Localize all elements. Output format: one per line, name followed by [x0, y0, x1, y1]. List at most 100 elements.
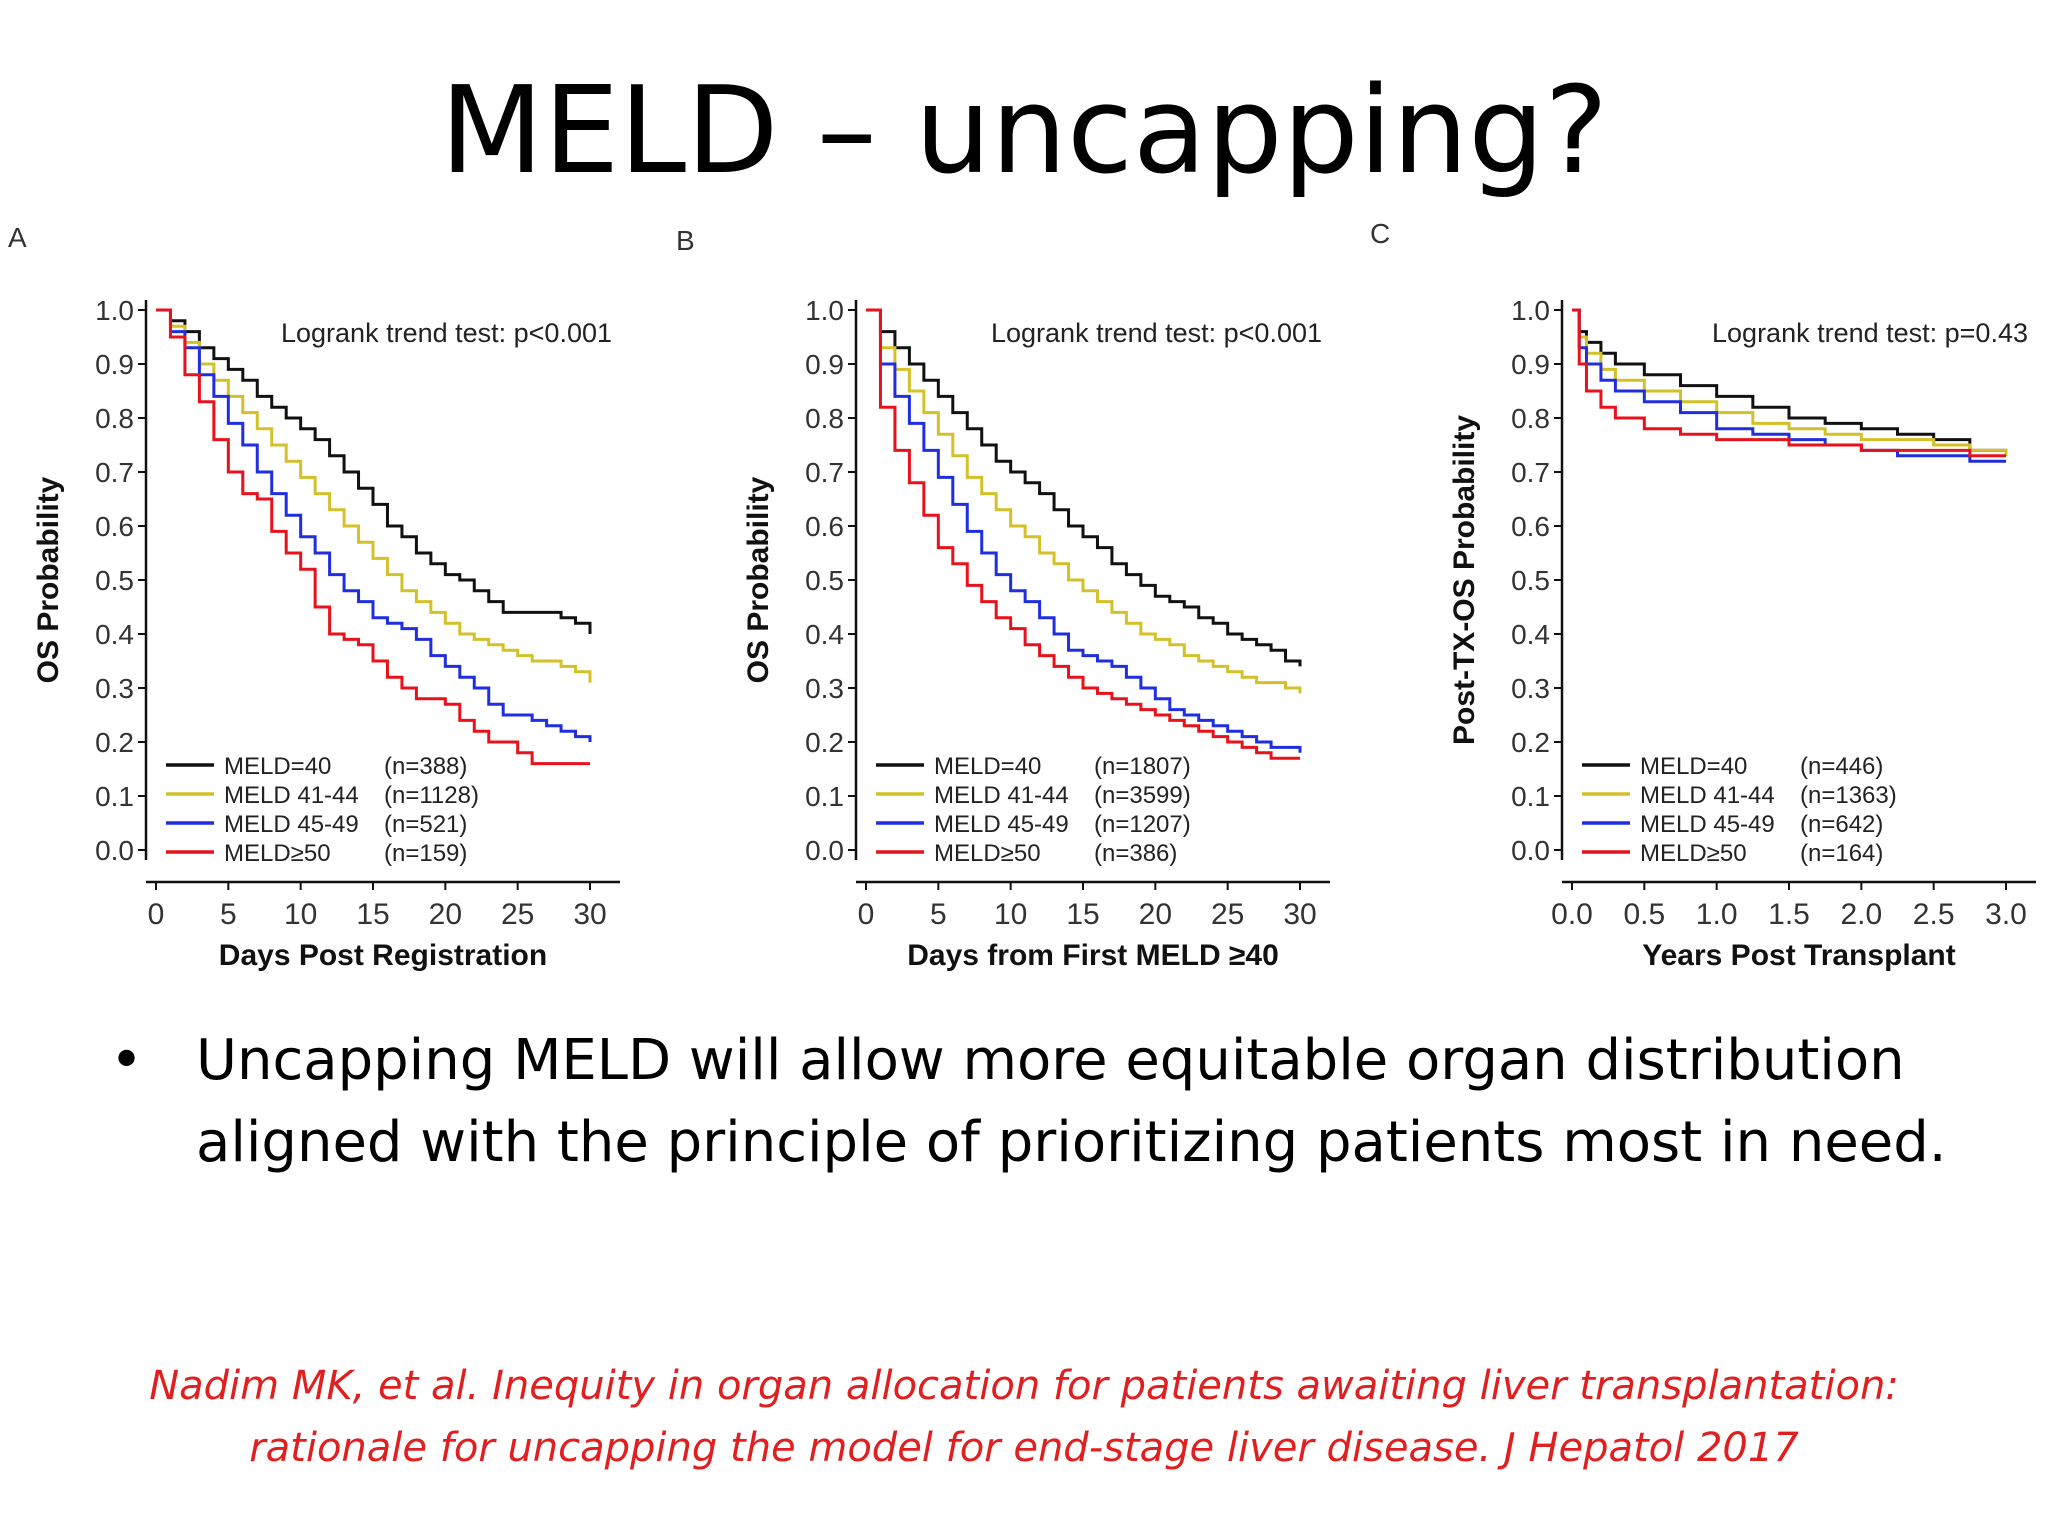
- y-tick-label: 0.9: [95, 349, 134, 380]
- x-axis-label: Days from First MELD ≥40: [907, 939, 1279, 972]
- citation: Nadim MK, et al. Inequity in organ alloc…: [0, 1355, 2048, 1479]
- y-tick-label: 0.2: [805, 727, 844, 758]
- x-tick-label: 15: [1066, 898, 1099, 931]
- y-tick-label: 0.5: [95, 565, 134, 596]
- y-tick-label: 0.3: [805, 673, 844, 704]
- x-tick-label: 1.0: [1696, 898, 1738, 931]
- x-tick-label: 30: [1283, 898, 1316, 931]
- x-tick-label: 10: [284, 898, 317, 931]
- km-curve-meld45_49: [866, 308, 1302, 753]
- x-tick-label: 0.5: [1623, 898, 1665, 931]
- legend-n: (n=642): [1800, 811, 1883, 838]
- km-curve-meld50: [156, 308, 590, 766]
- legend-label: MELD 41-44: [1640, 782, 1775, 809]
- y-tick-label: 0.1: [1511, 781, 1550, 812]
- y-axis-label: Post-TX-OS Probability: [1448, 415, 1481, 745]
- y-tick-label: 1.0: [1511, 295, 1550, 326]
- x-tick-label: 0.0: [1551, 898, 1593, 931]
- x-tick-label: 20: [1139, 898, 1172, 931]
- legend-n: (n=159): [384, 840, 467, 867]
- legend-label: MELD 41-44: [934, 782, 1069, 809]
- x-tick-label: 30: [573, 898, 606, 931]
- legend-label: MELD≥50: [224, 840, 331, 867]
- y-tick-label: 0.7: [805, 457, 844, 488]
- legend-n: (n=386): [1094, 840, 1177, 867]
- x-tick-label: 0: [148, 898, 165, 931]
- panel-b-letter: B: [676, 225, 695, 256]
- legend-label: MELD=40: [934, 753, 1041, 780]
- y-tick-label: 0.5: [805, 565, 844, 596]
- y-axis-label: OS Probability: [32, 476, 65, 683]
- km-chart-c: 0.0 0.1 0.2 0.3 0.4 0.5 0.6 0.7 0.8 0.9 1.0 0.0 0.5 1…: [1448, 295, 2036, 972]
- legend-label: MELD 45-49: [1640, 811, 1775, 838]
- logrank-annotation: Logrank trend test: p<0.001: [991, 318, 1322, 348]
- panel-a-letter: A: [8, 222, 27, 253]
- y-tick-label: 0.1: [95, 781, 134, 812]
- km-chart-a: 0.0 0.1 0.2 0.3 0.4 0.5 0.6 0.7 0.8 0.9 1.0 0 5 10 15 2…: [32, 295, 620, 972]
- legend-label: MELD=40: [224, 753, 331, 780]
- x-tick-label: 20: [429, 898, 462, 931]
- legend-n: (n=3599): [1094, 782, 1191, 809]
- x-tick-label: 2.0: [1840, 898, 1882, 931]
- legend-n: (n=388): [384, 753, 467, 780]
- legend-n: (n=1207): [1094, 811, 1191, 838]
- legend-label: MELD 45-49: [934, 811, 1069, 838]
- y-tick-label: 0.4: [805, 619, 844, 650]
- x-tick-label: 3.0: [1985, 898, 2027, 931]
- y-tick-label: 0.0: [805, 835, 844, 866]
- legend-label: MELD=40: [1640, 753, 1747, 780]
- logrank-annotation: Logrank trend test: p=0.43: [1712, 318, 2028, 348]
- km-curve-meld50: [866, 308, 1300, 760]
- y-tick-label: 0.2: [1511, 727, 1550, 758]
- x-tick-label: 15: [356, 898, 389, 931]
- citation-line-1: Nadim MK, et al. Inequity in organ alloc…: [149, 1363, 1899, 1409]
- y-tick-label: 0.0: [1511, 835, 1550, 866]
- km-curve-meld40: [1572, 308, 2008, 456]
- y-tick-label: 0.6: [95, 511, 134, 542]
- panel-c-letter: C: [1370, 218, 1391, 249]
- km-curve-meld45_49: [1572, 308, 2006, 463]
- y-tick-label: 0.3: [1511, 673, 1550, 704]
- y-tick-label: 1.0: [95, 295, 134, 326]
- y-axis-label: OS Probability: [742, 476, 775, 683]
- y-tick-label: 0.9: [1511, 349, 1550, 380]
- x-tick-label: 25: [501, 898, 534, 931]
- logrank-annotation: Logrank trend test: p<0.001: [281, 318, 612, 348]
- x-axis-label: Years Post Transplant: [1642, 939, 1955, 972]
- slide-title: MELD – uncapping?: [439, 62, 1609, 201]
- x-tick-label: 1.5: [1768, 898, 1810, 931]
- km-curve-meld40: [156, 308, 592, 634]
- y-tick-label: 0.3: [95, 673, 134, 704]
- y-tick-label: 0.7: [1511, 457, 1550, 488]
- km-curve-meld40: [866, 308, 1302, 667]
- x-tick-label: 5: [220, 898, 237, 931]
- km-curve-meld45_49: [156, 308, 592, 742]
- legend-n: (n=164): [1800, 840, 1883, 867]
- x-tick-label: 5: [930, 898, 947, 931]
- y-tick-label: 0.8: [95, 403, 134, 434]
- y-tick-label: 0.6: [805, 511, 844, 542]
- x-axis-label: Days Post Registration: [219, 939, 547, 972]
- legend-n: (n=1128): [384, 782, 479, 809]
- km-chart-b: 0.0 0.1 0.2 0.3 0.4 0.5 0.6 0.7 0.8 0.9 1.0 0 5 10 15 2…: [742, 295, 1330, 972]
- km-curve-meld50: [1572, 308, 2006, 458]
- y-tick-label: 0.5: [1511, 565, 1550, 596]
- km-curve-meld41_44: [156, 308, 592, 683]
- legend-n: (n=446): [1800, 753, 1883, 780]
- y-tick-label: 0.7: [95, 457, 134, 488]
- x-tick-label: 10: [994, 898, 1027, 931]
- km-curve-meld41_44: [1572, 308, 2008, 456]
- y-tick-label: 0.4: [1511, 619, 1550, 650]
- y-tick-label: 0.8: [1511, 403, 1550, 434]
- y-tick-label: 0.6: [1511, 511, 1550, 542]
- legend-n: (n=1363): [1800, 782, 1897, 809]
- x-tick-label: 2.5: [1913, 898, 1955, 931]
- legend-label: MELD 41-44: [224, 782, 359, 809]
- legend-label: MELD≥50: [1640, 840, 1747, 867]
- y-tick-label: 0.2: [95, 727, 134, 758]
- y-tick-label: 0.1: [805, 781, 844, 812]
- legend-label: MELD≥50: [934, 840, 1041, 867]
- y-tick-label: 0.4: [95, 619, 134, 650]
- y-tick-label: 0.8: [805, 403, 844, 434]
- legend-n: (n=1807): [1094, 753, 1191, 780]
